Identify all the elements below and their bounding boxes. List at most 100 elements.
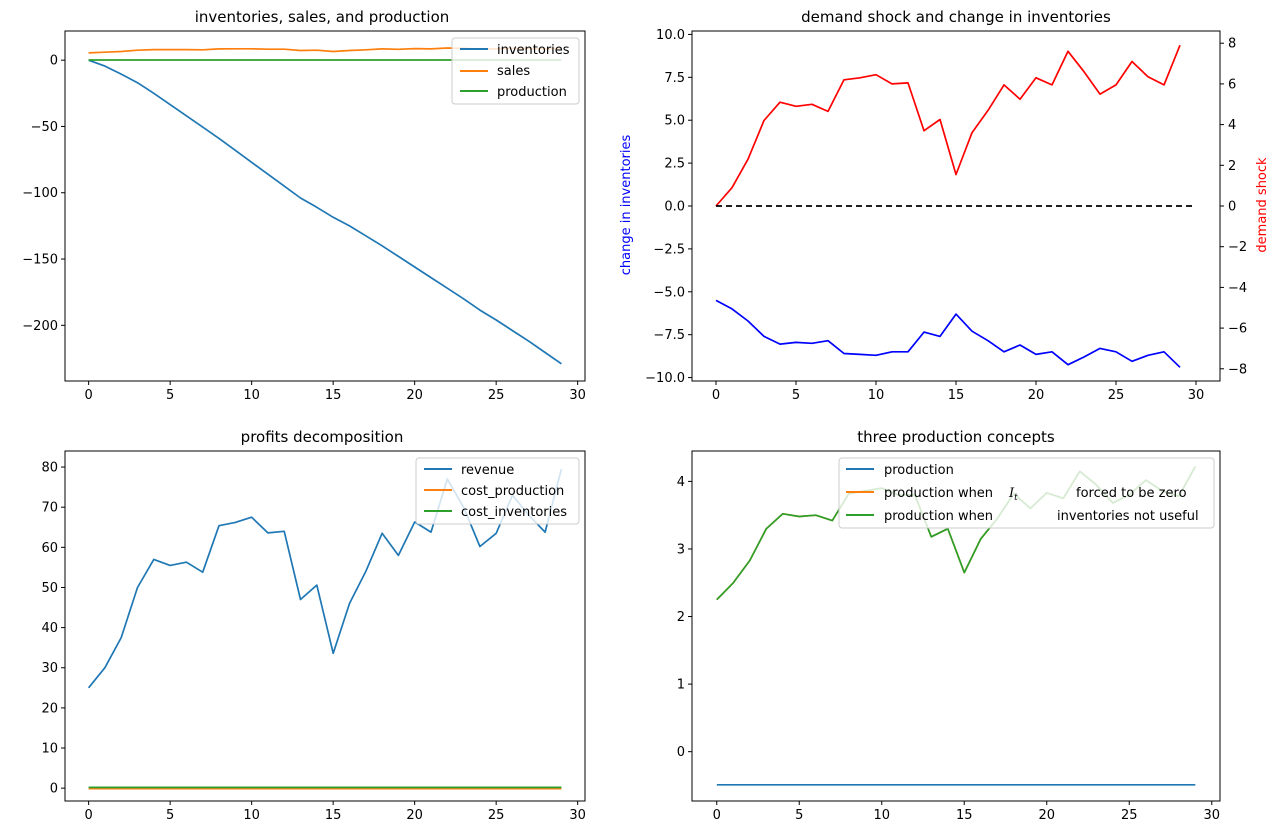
y-tick-label: −100 <box>22 186 58 201</box>
x-tick-label: 15 <box>956 808 973 823</box>
panel3-frame <box>64 450 586 802</box>
x-tick-label: 25 <box>1121 808 1138 823</box>
legend-label-production-forced-zero-suffix: forced to be zero <box>1076 486 1187 501</box>
panel3-legend: revenue cost_production cost_inventories <box>415 457 580 525</box>
legend-label-production-not-useful-prefix: production when <box>884 509 993 524</box>
x-tick-label: 0 <box>84 388 92 403</box>
series-line-inventories-0 <box>88 59 562 365</box>
panel1-ticks: 0 5 10 15 20 25 30 0 −50 −100 −150 −200 <box>22 54 586 403</box>
panel2-lines <box>715 44 1196 368</box>
y2-tick-label: −6 <box>1228 322 1247 337</box>
y-tick-label: 0 <box>677 745 685 760</box>
x-tick-label: 30 <box>569 808 586 823</box>
y-tick-label: −10.0 <box>645 371 685 386</box>
y-tick-label: 10.0 <box>656 28 685 43</box>
y-tick-label: −150 <box>22 253 58 268</box>
panel4-title: three production concepts <box>857 428 1055 446</box>
legend-label-production-baseline: production <box>884 463 954 478</box>
y2-tick-label: 2 <box>1228 159 1236 174</box>
y2-tick-label: 0 <box>1228 200 1236 215</box>
x-tick-label: 10 <box>243 388 260 403</box>
y2-tick-label: 6 <box>1228 77 1236 92</box>
legend-label-production-forced-zero-prefix: production when <box>884 486 993 501</box>
x-tick-label: 25 <box>488 808 505 823</box>
series-line-unnamed-0 <box>715 299 1181 368</box>
x-tick-label: 30 <box>569 388 586 403</box>
x-tick-label: 10 <box>873 808 890 823</box>
x-tick-label: 25 <box>1108 388 1125 403</box>
y-tick-label: 4 <box>677 475 685 490</box>
y-tick-label: −50 <box>31 120 58 135</box>
x-tick-label: 20 <box>406 808 423 823</box>
y-tick-label: −200 <box>22 319 58 334</box>
y2-tick-label: −2 <box>1228 240 1247 255</box>
panel-inventories-sales-production: inventories, sales, and production 0 5 10 1… <box>22 8 586 403</box>
panel2-ticks: 0 5 10 15 20 25 3010.07.55.02.50.0−2.5−5.0−7.5… <box>645 28 1247 403</box>
x-tick-label: 15 <box>948 388 965 403</box>
legend-label-sales: sales <box>497 64 530 79</box>
y-tick-label: 80 <box>41 461 58 476</box>
x-tick-label: 15 <box>325 808 342 823</box>
panel3-lines <box>87 468 563 790</box>
x-tick-label: 10 <box>868 388 885 403</box>
y-tick-label: 40 <box>41 621 58 636</box>
panel2-right-axis-label: demand shock <box>1255 157 1270 253</box>
series-line-unnamed-1 <box>715 44 1181 207</box>
x-tick-label: 0 <box>713 808 721 823</box>
panel4-ticks: 0 5 10 15 20 25 30 0 1 2 3 4 <box>677 475 1220 823</box>
y-tick-label: 5.0 <box>664 114 685 129</box>
x-tick-label: 20 <box>1038 808 1055 823</box>
panel2-left-axis-label: change in inventories <box>619 135 634 276</box>
y-tick-label: 10 <box>41 742 58 757</box>
y-tick-label: 60 <box>41 541 58 556</box>
panel-profits-decomposition: profits decomposition 0 5 10 15 20 25 30 0 10 20 3… <box>41 428 585 823</box>
x-tick-label: 20 <box>406 388 423 403</box>
legend-label-revenue: revenue <box>461 463 514 478</box>
y-tick-label: 1 <box>677 678 685 693</box>
y-tick-label: −2.5 <box>653 242 685 257</box>
panel2-frame <box>691 30 1221 382</box>
panel4-legend-box <box>838 457 1215 529</box>
y-tick-label: 7.5 <box>664 71 685 86</box>
y2-tick-label: 4 <box>1228 118 1236 133</box>
x-tick-label: 5 <box>166 388 174 403</box>
x-tick-label: 15 <box>325 388 342 403</box>
legend-math-it: It <box>1008 486 1018 503</box>
y-tick-label: 0 <box>50 782 58 797</box>
x-tick-label: 0 <box>712 388 720 403</box>
panel2-title: demand shock and change in inventories <box>801 8 1111 26</box>
x-tick-label: 30 <box>1188 388 1205 403</box>
legend-math-symbol: I <box>1008 486 1015 501</box>
y-tick-label: −5.0 <box>653 285 685 300</box>
panel3-legend-box <box>415 457 580 525</box>
y-tick-label: 2 <box>677 610 685 625</box>
y2-tick-label: 8 <box>1228 37 1236 52</box>
series-line-revenue-0 <box>87 468 563 689</box>
y2-tick-label: −8 <box>1228 362 1247 377</box>
panel3-title: profits decomposition <box>241 428 404 446</box>
y-tick-label: −7.5 <box>653 328 685 343</box>
y-tick-label: 50 <box>41 581 58 596</box>
panel4-frame <box>691 450 1221 802</box>
x-tick-label: 20 <box>1028 388 1045 403</box>
panel-demand-shock: demand shock and change in inventories 0… <box>619 8 1270 403</box>
x-tick-label: 5 <box>166 808 174 823</box>
panel1-legend-box <box>451 37 580 105</box>
panel4-legend: production production when It forced to … <box>838 457 1215 529</box>
x-tick-label: 5 <box>795 808 803 823</box>
panel1-title: inventories, sales, and production <box>195 8 450 26</box>
legend-label-cost-inventories: cost_inventories <box>461 505 567 520</box>
legend-label-inventories: inventories <box>497 43 570 58</box>
legend-label-cost-production: cost_production <box>461 484 564 499</box>
panel1-legend: inventories sales production <box>451 37 580 105</box>
panel-three-production-concepts: three production concepts 0 5 10 15 20 25 30 0 1… <box>677 428 1221 823</box>
panel1-frame <box>64 30 586 382</box>
y-tick-label: 0 <box>50 54 58 69</box>
y-tick-label: 70 <box>41 501 58 516</box>
y2-tick-label: −4 <box>1228 281 1247 296</box>
x-tick-label: 0 <box>84 808 92 823</box>
y-tick-label: 30 <box>41 661 58 676</box>
legend-label-production: production <box>497 85 567 100</box>
x-tick-label: 5 <box>792 388 800 403</box>
